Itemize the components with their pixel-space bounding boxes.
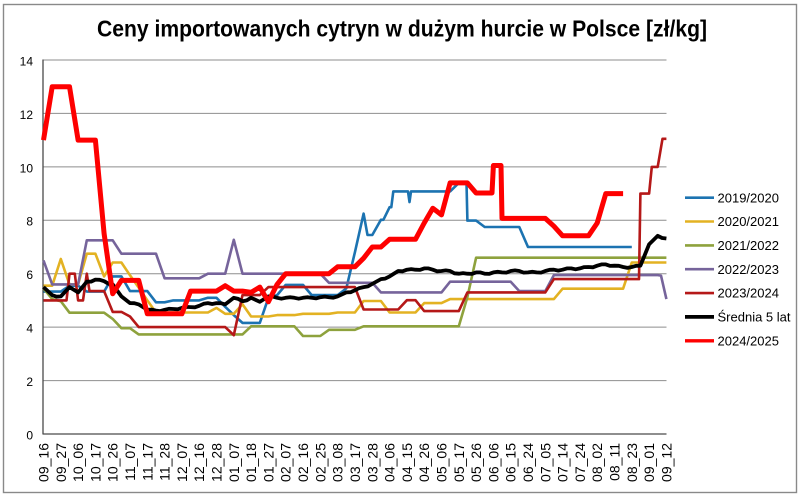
svg-text:2024/2025: 2024/2025 — [718, 333, 779, 348]
svg-text:6: 6 — [26, 268, 33, 282]
svg-text:Ceny importowanych cytryn w du: Ceny importowanych cytryn w dużym hurcie… — [97, 16, 707, 42]
svg-text:11_17: 11_17 — [139, 443, 155, 481]
svg-text:01_18: 01_18 — [243, 443, 259, 482]
svg-text:Średnia 5 lat: Średnia 5 lat — [718, 310, 791, 325]
svg-text:8: 8 — [26, 215, 33, 229]
svg-text:4: 4 — [26, 322, 33, 336]
svg-text:02_07: 02_07 — [278, 443, 294, 482]
svg-text:0: 0 — [26, 428, 33, 442]
svg-text:03_17: 03_17 — [347, 443, 363, 482]
svg-text:10_17: 10_17 — [87, 443, 103, 482]
svg-text:07_14: 07_14 — [555, 443, 571, 482]
svg-text:03_08: 03_08 — [330, 443, 346, 482]
svg-text:2020/2021: 2020/2021 — [718, 214, 779, 229]
svg-text:04_15: 04_15 — [399, 443, 415, 482]
svg-text:08_02: 08_02 — [589, 443, 605, 482]
svg-text:12_16: 12_16 — [191, 443, 207, 482]
svg-text:04_26: 04_26 — [416, 443, 432, 482]
svg-text:02_25: 02_25 — [312, 443, 328, 482]
svg-text:06_15: 06_15 — [503, 443, 519, 482]
svg-text:14: 14 — [20, 54, 34, 68]
svg-text:09_16: 09_16 — [36, 443, 52, 482]
svg-text:10_26: 10_26 — [105, 443, 121, 482]
svg-text:2023/2024: 2023/2024 — [718, 286, 779, 301]
svg-text:05_17: 05_17 — [451, 443, 467, 482]
svg-text:2: 2 — [26, 375, 33, 389]
svg-text:09_27: 09_27 — [53, 443, 69, 482]
svg-text:2021/2022: 2021/2022 — [718, 238, 779, 253]
svg-text:09_01: 09_01 — [641, 443, 657, 482]
svg-text:01_07: 01_07 — [226, 443, 242, 482]
svg-text:07_05: 07_05 — [537, 443, 553, 482]
svg-text:09_12: 09_12 — [658, 443, 674, 482]
svg-text:10_06: 10_06 — [70, 443, 86, 482]
svg-text:02_16: 02_16 — [295, 443, 311, 482]
svg-text:12: 12 — [20, 108, 34, 122]
svg-text:10: 10 — [20, 161, 34, 175]
svg-text:05_26: 05_26 — [468, 443, 484, 482]
svg-text:11_28: 11_28 — [157, 443, 173, 481]
svg-text:05_06: 05_06 — [434, 443, 450, 482]
svg-text:06_24: 06_24 — [520, 443, 536, 482]
svg-text:12_07: 12_07 — [174, 443, 190, 482]
svg-text:08_11: 08_11 — [607, 443, 623, 481]
svg-text:2022/2023: 2022/2023 — [718, 262, 779, 277]
svg-text:01_27: 01_27 — [260, 443, 276, 482]
svg-text:11_07: 11_07 — [122, 443, 138, 481]
svg-text:12_28: 12_28 — [209, 443, 225, 482]
svg-text:07_24: 07_24 — [572, 443, 588, 482]
svg-text:2019/2020: 2019/2020 — [718, 190, 779, 205]
svg-text:04_06: 04_06 — [382, 443, 398, 482]
svg-text:06_06: 06_06 — [485, 443, 501, 482]
svg-text:03_28: 03_28 — [364, 443, 380, 482]
svg-text:08_23: 08_23 — [624, 443, 640, 482]
